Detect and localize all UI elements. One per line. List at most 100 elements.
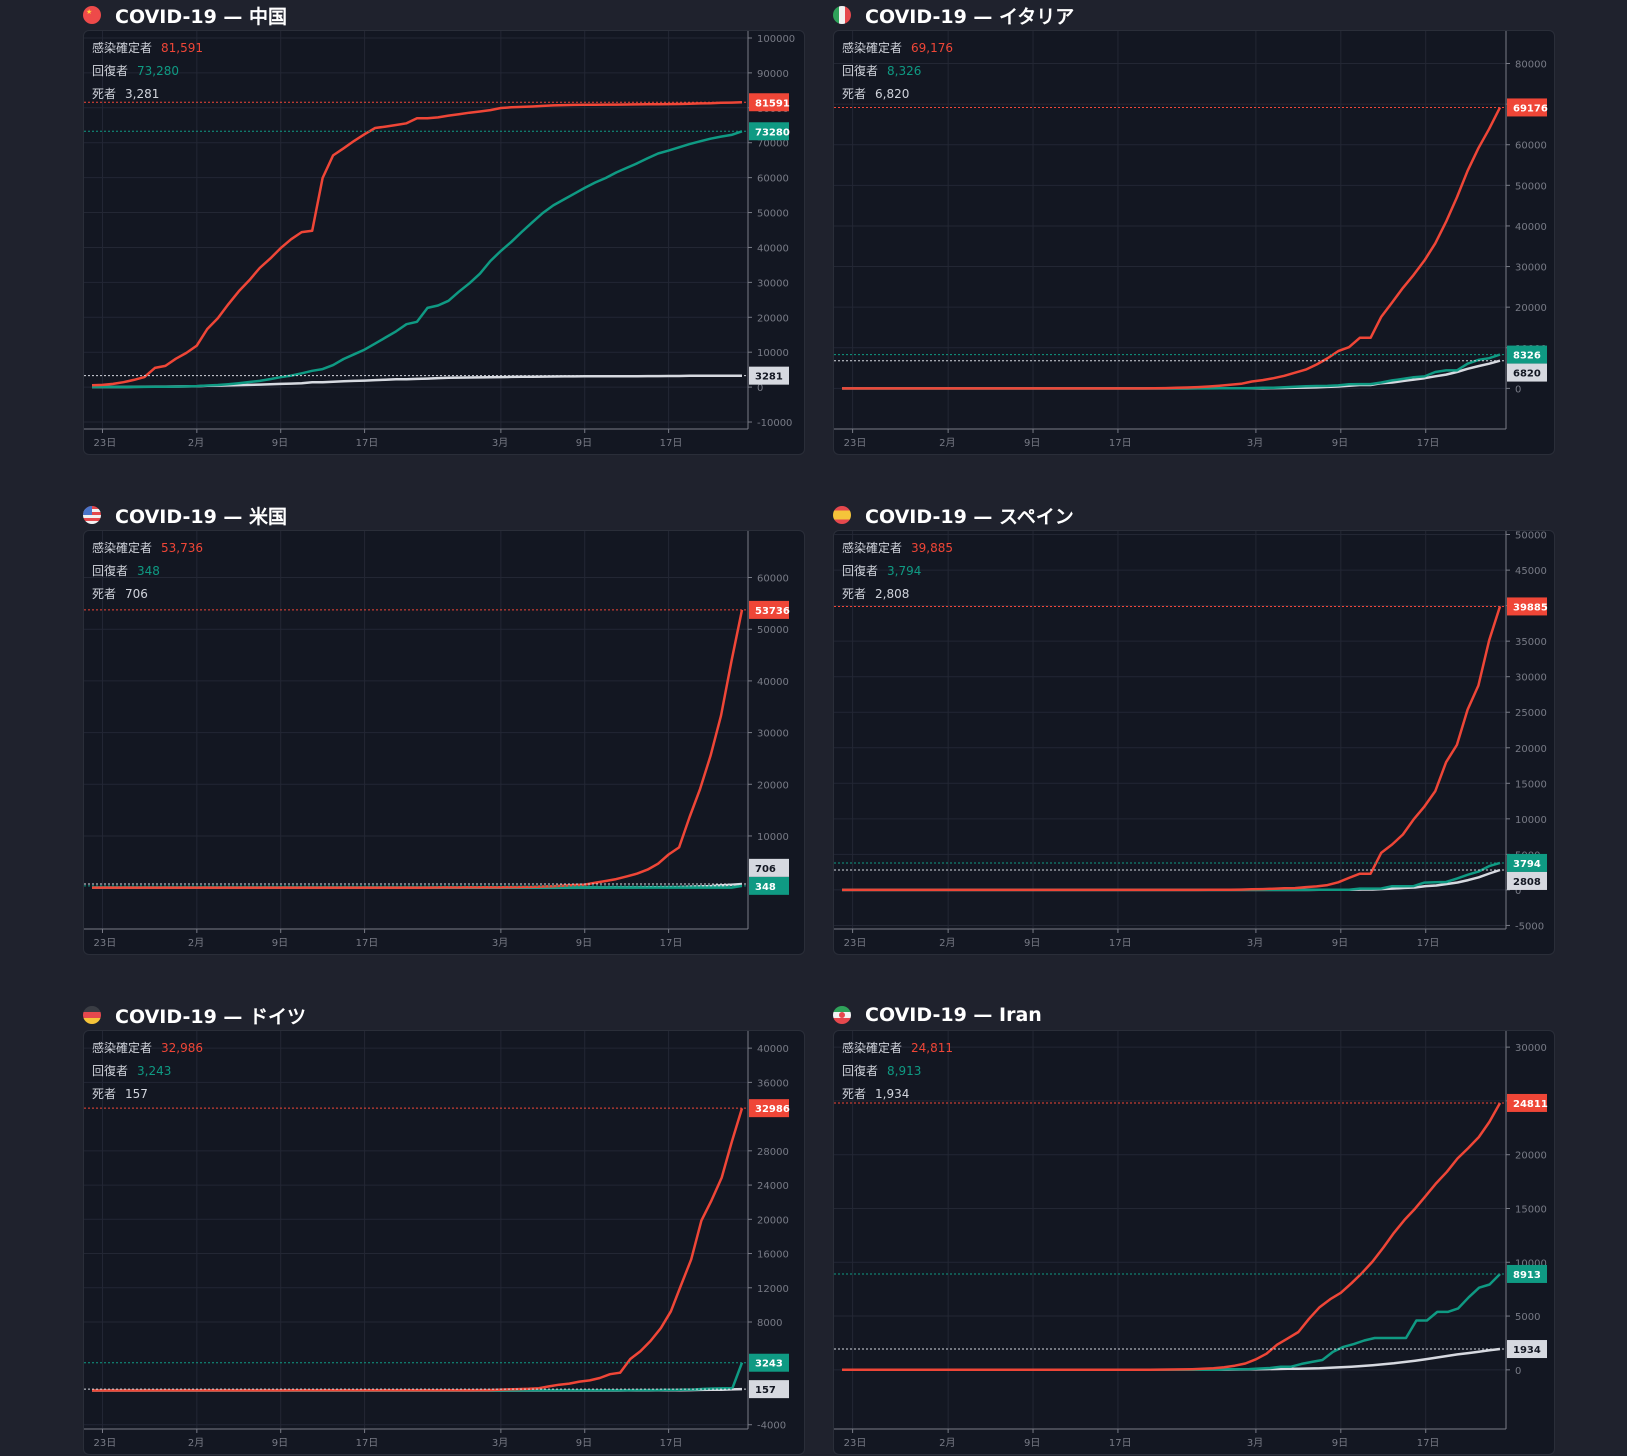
series-line-recovered (92, 130, 743, 389)
chart-title: COVID-19 — スペイン (833, 500, 1074, 530)
chart-title-text: COVID-19 — イタリア (865, 5, 1075, 28)
y-tick-label: 60000 (1515, 141, 1547, 152)
x-tick-label: 17日 (356, 438, 379, 449)
last-value-badge-text: 2808 (1513, 877, 1541, 888)
last-value-badge-deaths (749, 366, 789, 385)
legend-value: 69,176 (911, 41, 954, 55)
legend-value: 2,808 (875, 587, 910, 601)
y-tick-label: 20000 (1515, 303, 1547, 314)
legend-confirmed: 感染確定者 24,811 (842, 1037, 953, 1060)
china-flag-icon: ★ (83, 6, 101, 24)
series-line-recovered (842, 861, 1501, 892)
last-value-badge-text: 157 (755, 1385, 776, 1396)
legend-confirmed: 感染確定者 32,986 (92, 1037, 203, 1060)
series-line-confirmed (842, 106, 1502, 390)
legend-value: 32,986 (161, 1041, 204, 1055)
last-value-badge-recovered (1507, 1264, 1547, 1283)
x-tick-label: 2月 (939, 937, 955, 949)
y-tick-label: 0 (1515, 886, 1521, 897)
y-tick-label: 40000 (757, 243, 789, 254)
series-line-confirmed (842, 606, 1502, 892)
y-tick-label: 100000 (757, 34, 795, 45)
legend-label: 死者 (92, 587, 117, 601)
x-tick-label: 17日 (1417, 938, 1440, 949)
chart-panel[interactable]: 感染確定者 39,885 回復者 3,794 死者 2,808 23日 2月 9日 17日 3… (833, 530, 1555, 955)
x-tick-label: 23日 (93, 438, 116, 449)
legend-label: 感染確定者 (92, 1041, 153, 1055)
last-value-badge-text: 73280 (755, 127, 790, 138)
y-tick-label: -10000 (757, 418, 792, 429)
y-tick-label: 10000 (757, 832, 789, 843)
x-tick-label: 3月 (492, 937, 508, 949)
x-tick-label: 9日 (272, 1438, 288, 1449)
y-tick-label: 28000 (757, 1147, 789, 1158)
x-tick-label: 17日 (1417, 1438, 1440, 1449)
chart-svg: 23日 2月 9日 17日 3月 9日 17日 10000 20000 30000 40000 500… (84, 531, 790, 949)
chart-panel[interactable]: 感染確定者 69,176 回復者 8,326 死者 6,820 23日 2月 9日 17日 3… (833, 30, 1555, 455)
x-tick-label: 3月 (492, 437, 508, 449)
y-tick-label: 50000 (1515, 181, 1547, 192)
y-tick-label: 80000 (1515, 59, 1547, 70)
last-value-badge-text: 32986 (755, 1104, 790, 1115)
y-tick-label: 12000 (757, 1284, 789, 1295)
x-tick-label: 9日 (1024, 1438, 1040, 1449)
chart-title-text: COVID-19 — スペイン (865, 505, 1074, 528)
y-tick-label: 0 (757, 383, 763, 394)
y-tick-label: 15000 (1515, 1204, 1547, 1215)
chart-title-text: COVID-19 — Iran (865, 1004, 1042, 1026)
last-value-badge-deaths (1507, 871, 1547, 890)
last-value-badge-recovered (749, 122, 789, 141)
last-value-badge-confirmed (1507, 597, 1547, 616)
legend-label: 感染確定者 (842, 541, 903, 555)
series-line-recovered (92, 1362, 744, 1392)
x-tick-label: 2月 (188, 1437, 204, 1449)
x-tick-label: 3月 (492, 1437, 508, 1449)
legend-value: 348 (137, 564, 160, 578)
legend-recovered: 回復者 8,326 (842, 60, 953, 83)
y-tick-label: 60000 (757, 574, 789, 585)
x-tick-label: 3月 (1247, 937, 1263, 949)
legend: 感染確定者 39,885 回復者 3,794 死者 2,808 (842, 537, 953, 606)
chart-title-text: COVID-19 — 中国 (115, 5, 288, 28)
chart-panel[interactable]: 感染確定者 81,591 回復者 73,280 死者 3,281 23日 2月 9日 17日… (83, 30, 805, 455)
x-tick-label: 9日 (576, 438, 592, 449)
legend-deaths: 死者 6,820 (842, 83, 953, 106)
y-tick-label: 5000 (1515, 1312, 1540, 1323)
last-value-badge-deaths (1507, 1340, 1547, 1359)
legend-deaths: 死者 3,281 (92, 83, 203, 106)
y-tick-label: 20000 (1515, 744, 1547, 755)
chart-panel[interactable]: 感染確定者 24,811 回復者 8,913 死者 1,934 23日 2月 9日 17日 3… (833, 1030, 1555, 1455)
y-tick-label: 60000 (757, 174, 789, 185)
legend-deaths: 死者 2,808 (842, 583, 953, 606)
x-tick-label: 17日 (356, 938, 379, 949)
spain-flag-icon (833, 506, 851, 524)
y-tick-label: 40000 (1515, 222, 1547, 233)
y-tick-label: 40000 (757, 677, 789, 688)
x-tick-label: 9日 (1024, 938, 1040, 949)
legend-label: 死者 (842, 587, 867, 601)
legend-value: 24,811 (911, 1041, 954, 1055)
chart-panel[interactable]: 感染確定者 32,986 回復者 3,243 死者 157 23日 2月 9日 17日 3月 9… (83, 1030, 805, 1455)
last-value-badge-text: 24811 (1513, 1099, 1548, 1110)
x-tick-label: 17日 (356, 1438, 379, 1449)
y-tick-label: 0 (1515, 384, 1521, 395)
legend: 感染確定者 24,811 回復者 8,913 死者 1,934 (842, 1037, 953, 1106)
chart-svg: 23日2月9日17日3月9日17日01000020000300004000050… (834, 31, 1548, 449)
y-tick-label: -5000 (1515, 921, 1544, 932)
x-tick-label: 17日 (660, 1438, 683, 1449)
y-tick-label: 45000 (1515, 566, 1547, 577)
y-tick-label: 90000 (757, 69, 789, 80)
y-tick-label: 30000 (1515, 673, 1547, 684)
legend-value: 73,280 (137, 64, 180, 78)
y-tick-label: 16000 (757, 1250, 789, 1261)
chart-panel[interactable]: 感染確定者 53,736 回復者 348 死者 706 23日 2月 9日 17日 3月 9日 1… (83, 530, 805, 955)
legend-label: 回復者 (92, 64, 129, 78)
x-tick-label: 23日 (93, 938, 116, 949)
y-tick-label: 8000 (757, 1318, 782, 1329)
series-line-confirmed (92, 609, 744, 889)
legend-label: 回復者 (92, 564, 129, 578)
y-tick-label: 70000 (757, 139, 789, 150)
chart-svg: 23日2月9日17日3月9日17日05000100001500020000250… (834, 1031, 1548, 1449)
x-tick-label: 3月 (1247, 1437, 1263, 1449)
us-flag-icon (83, 506, 101, 524)
